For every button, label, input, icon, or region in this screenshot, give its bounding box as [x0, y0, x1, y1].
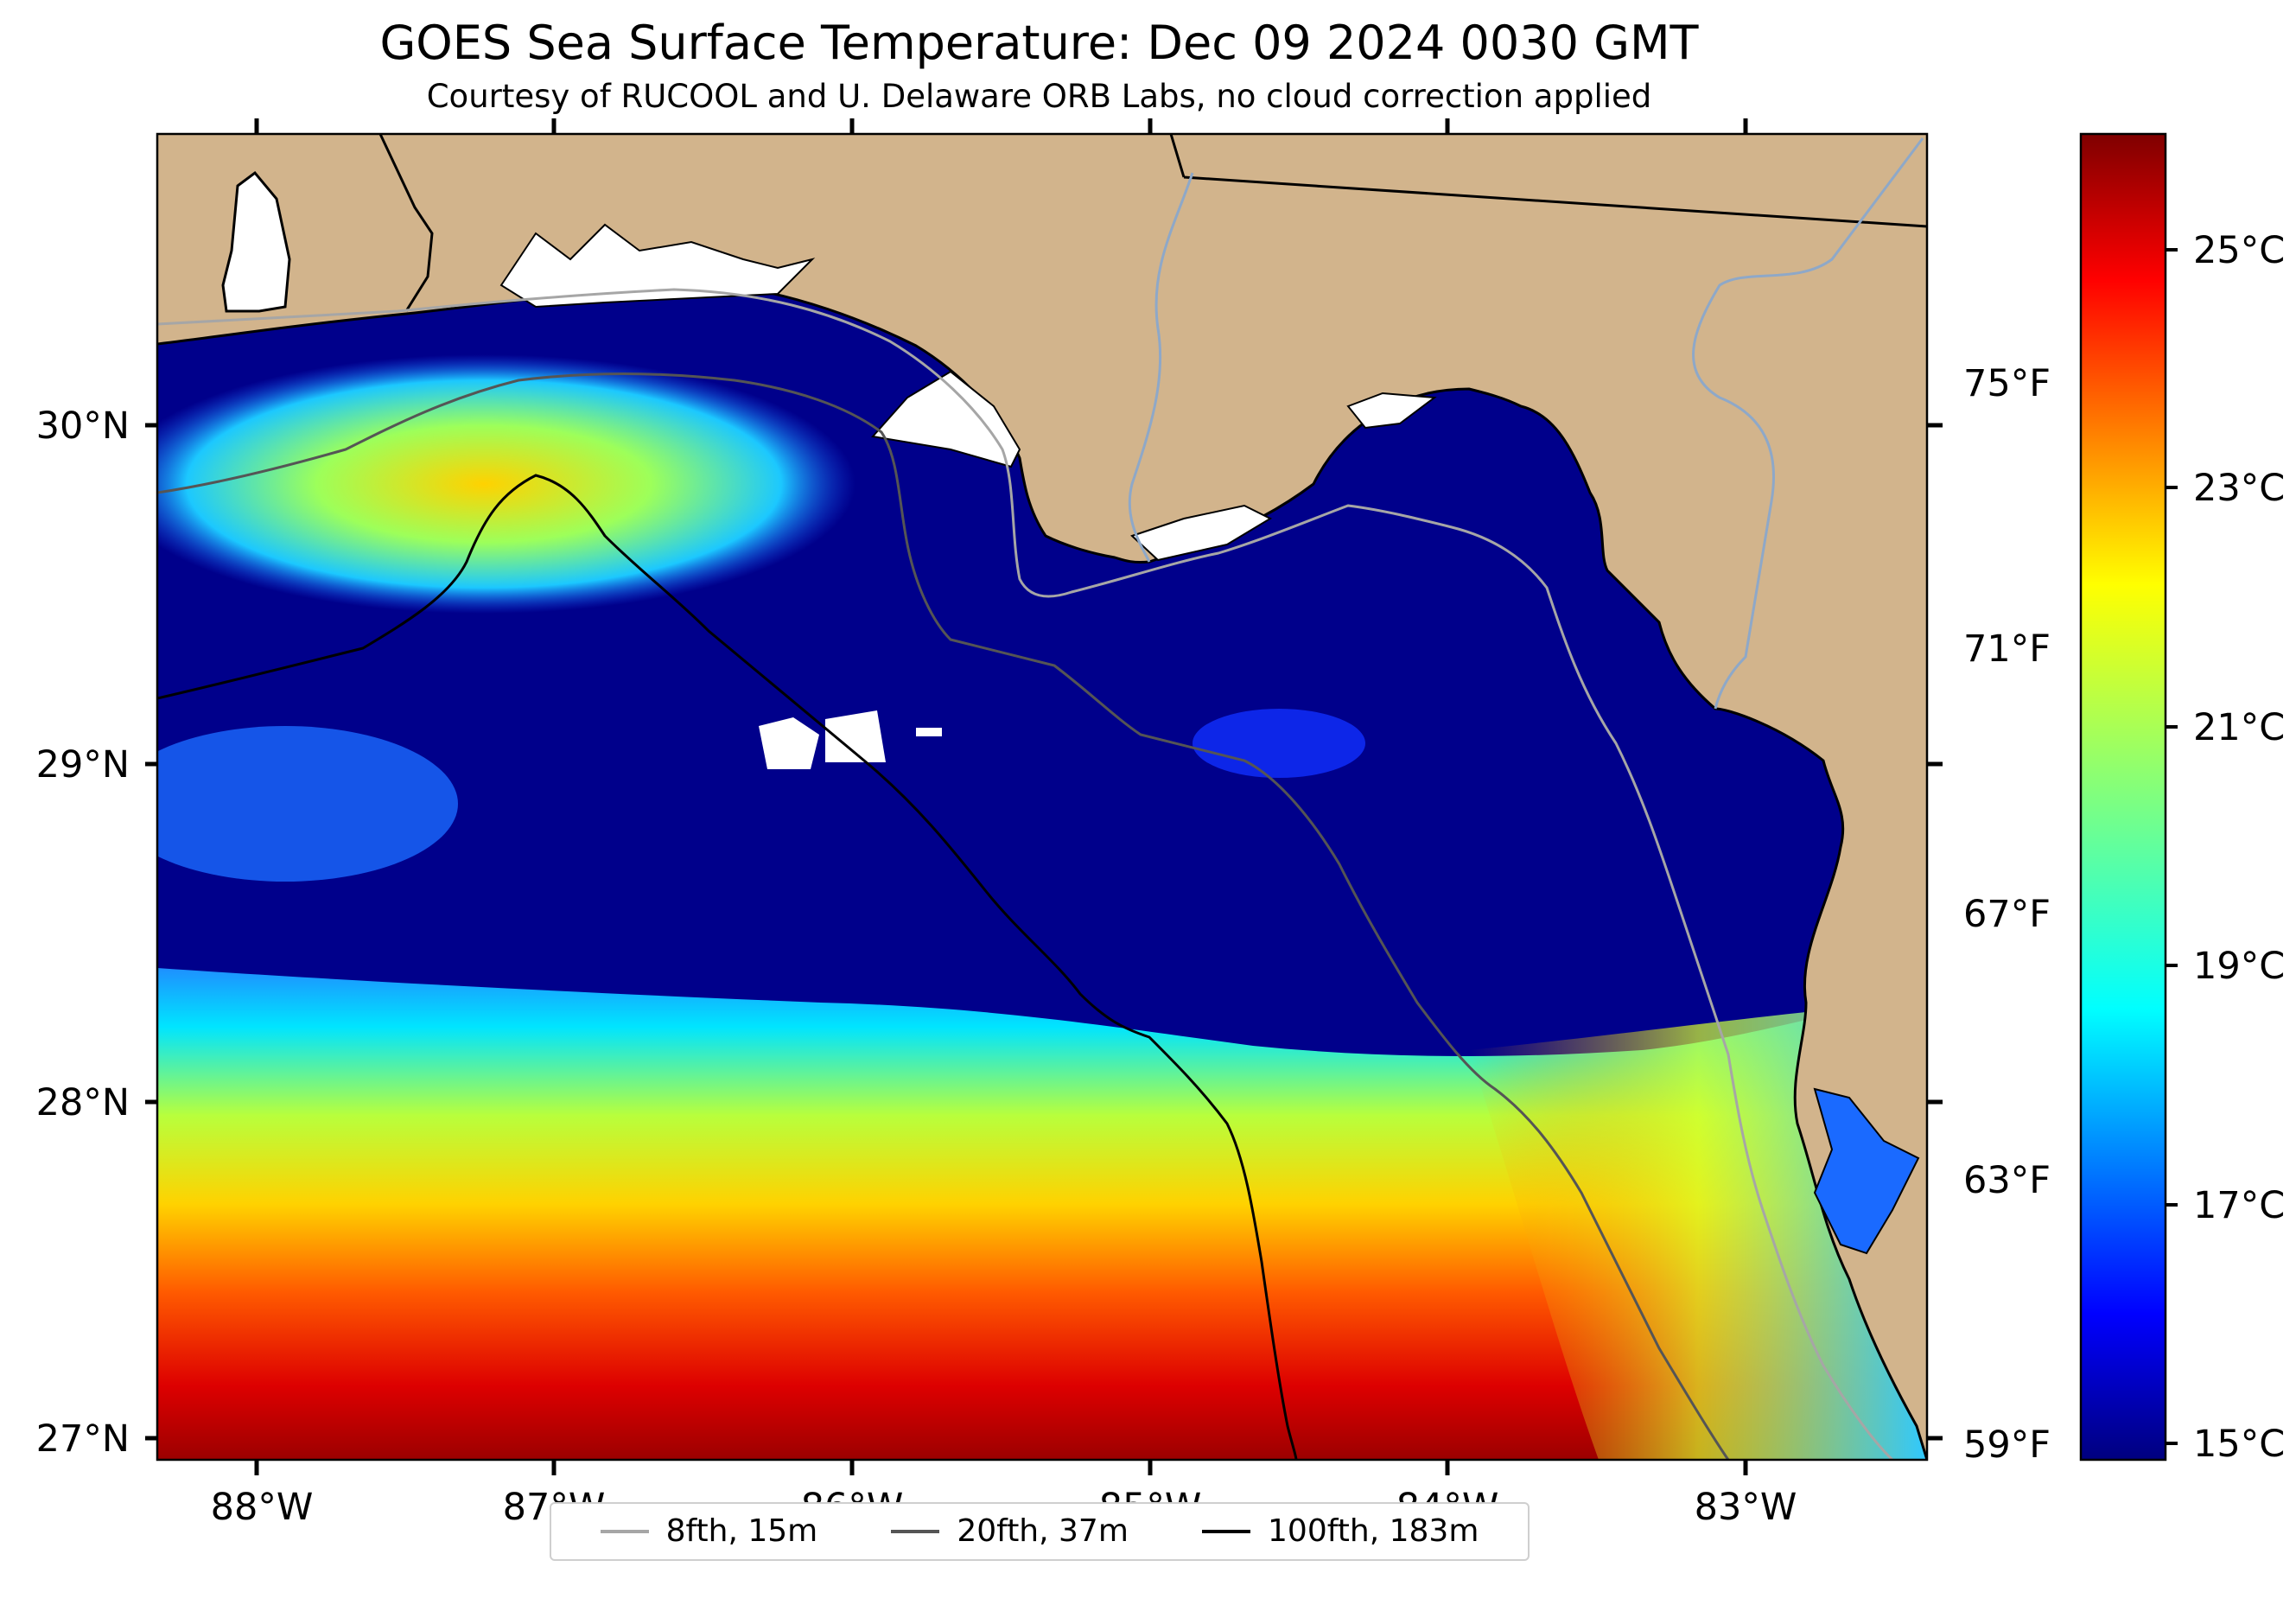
lon-label: 88°W: [211, 1486, 314, 1529]
lat-ticks: [145, 423, 1943, 1441]
lon-label: 83°W: [1695, 1486, 1797, 1529]
legend-label: 20fth, 37m: [957, 1513, 1129, 1549]
colorbar-label: 25°C: [2193, 229, 2285, 272]
legend-label: 8fth, 15m: [665, 1513, 818, 1549]
colorbar-label: 19°C: [2193, 945, 2285, 988]
lat-label: 28°N: [36, 1081, 130, 1124]
coastal-bay: [499, 223, 816, 309]
legend-line-icon: [600, 1530, 649, 1533]
isobath-legend: 8fth, 15m 20fth, 37m 100fth, 183m: [550, 1502, 1530, 1561]
cloud-patch: [825, 710, 886, 762]
colorbar-label: 21°C: [2193, 706, 2285, 749]
lat-label: 29°N: [36, 743, 130, 787]
lon-ticks: [254, 118, 1748, 1475]
colorbar: [2079, 132, 2167, 1462]
mobile-bay: [221, 170, 291, 313]
colorbar-ticks: [2166, 248, 2178, 1445]
state-border: [1183, 175, 1927, 228]
coastal-bay: [1130, 504, 1273, 562]
colorbar-label: 23°C: [2193, 467, 2285, 510]
map-title: GOES Sea Surface Temperature: Dec 09 202…: [379, 16, 1699, 70]
map-frame: [156, 132, 1929, 1462]
land-area: [157, 134, 1927, 1460]
map-subtitle: Courtesy of RUCOOL and U. Delaware ORB L…: [426, 78, 1652, 115]
legend-label: 100fth, 183m: [1268, 1513, 1479, 1549]
northern-cool-band: [157, 726, 458, 882]
river: [1128, 172, 1194, 563]
northern-warm-filament: [157, 354, 855, 614]
cloud-patch: [759, 717, 819, 769]
legend-item-8fth: 8fth, 15m: [600, 1513, 818, 1551]
legend-item-20fth: 20fth, 37m: [891, 1513, 1129, 1551]
fahrenheit-label: 75°F: [1963, 362, 2051, 405]
colorbar-label: 17°C: [2193, 1184, 2285, 1227]
coastal-bay: [1346, 392, 1437, 430]
colorbar-label: 15°C: [2193, 1423, 2285, 1466]
state-border: [378, 134, 434, 312]
isobath-100fth: [157, 474, 1298, 1460]
river: [1692, 137, 1924, 710]
lat-label: 30°N: [36, 404, 130, 448]
isobath-8fth: [157, 288, 1894, 1460]
isobath-20fth: [157, 373, 1730, 1460]
legend-line-icon: [1202, 1530, 1251, 1533]
fahrenheit-label: 67°F: [1963, 893, 2051, 936]
state-border: [1169, 134, 1186, 178]
coastal-bay: [1813, 1087, 1920, 1255]
legend-item-100fth: 100fth, 183m: [1202, 1513, 1479, 1551]
fahrenheit-label: 63°F: [1963, 1159, 2051, 1202]
map-area: [157, 134, 1927, 1460]
legend-line-icon: [891, 1530, 940, 1533]
cloud-patch: [916, 728, 942, 736]
fahrenheit-label: 59°F: [1963, 1423, 2051, 1467]
lat-label: 27°N: [36, 1417, 130, 1461]
fahrenheit-label: 71°F: [1963, 627, 2051, 671]
offshore-blue-patch: [1193, 709, 1365, 778]
